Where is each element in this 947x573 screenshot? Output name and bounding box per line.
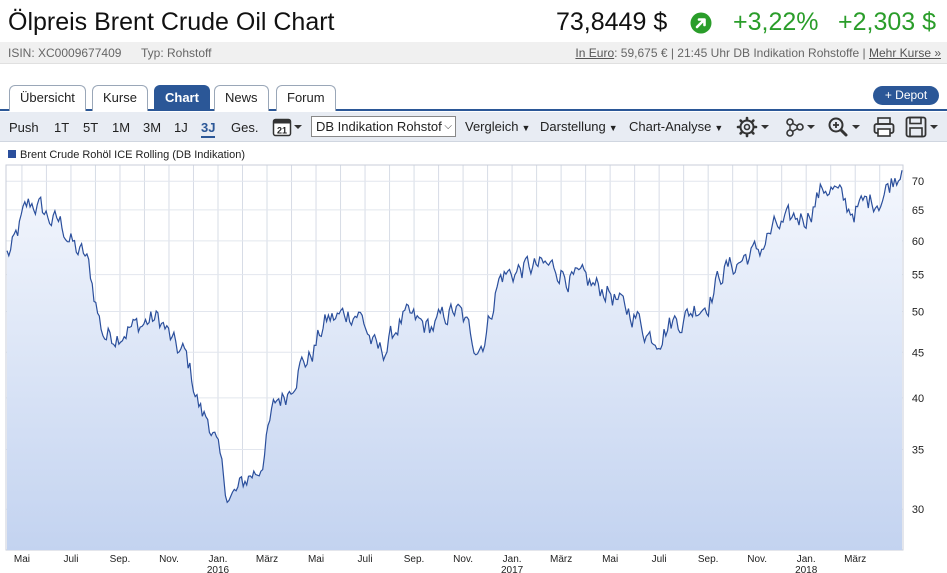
range-1j[interactable]: 1J: [174, 120, 188, 135]
range-3j[interactable]: 3J: [201, 120, 216, 138]
x-tick-label: Sep.: [110, 554, 131, 565]
range-ges[interactable]: Ges.: [231, 120, 259, 135]
arrow-up-right-circle-icon: [690, 12, 712, 34]
source-select[interactable]: DB Indikation Rohstoffe ⌵: [311, 116, 456, 137]
y-axis-labels: 30 35 40 45 50 55 60 65 70: [912, 176, 924, 516]
type-label: Typ: Rohstoff: [141, 46, 212, 60]
range-1m[interactable]: 1M: [112, 120, 131, 135]
x-tick-label: Jan.: [797, 554, 816, 565]
x-tick-label: Mai: [308, 554, 324, 565]
more-quotes-link[interactable]: Mehr Kurse »: [868, 46, 941, 60]
x-tick-label: Mai: [602, 554, 618, 565]
add-depot-button[interactable]: + Depot: [873, 86, 939, 105]
y-tick-label: 40: [912, 393, 924, 405]
y-tick-label: 70: [912, 176, 924, 188]
euro-price-text: : 59,675 € | 21:45 Uhr DB Indikation Roh…: [614, 46, 869, 60]
y-tick-label: 35: [912, 445, 924, 457]
change-absolute: +2,303 $: [838, 8, 937, 36]
chart-legend: Brent Crude Rohöl ICE Rolling (DB Indika…: [8, 149, 245, 161]
price-chart[interactable]: 30 35 40 45 50 55 60 65 70 Mai Juli Sep. Nov. Jan. Mä…: [0, 163, 947, 573]
x-tick-label: Jan.: [503, 554, 522, 565]
x-tick-label: Juli: [358, 554, 373, 565]
legend-swatch: [8, 150, 16, 158]
x-tick-label: März: [550, 554, 572, 565]
chevron-down-icon: ⌵: [442, 117, 452, 136]
quote-header: Ölpreis Brent Crude Oil Chart 73,8449 $ …: [0, 0, 947, 42]
range-5t[interactable]: 5T: [83, 120, 99, 135]
compare-menu[interactable]: Vergleich ▼: [465, 119, 530, 134]
x-tick-label: Jan.: [209, 554, 228, 565]
y-tick-label: 60: [912, 236, 924, 248]
display-menu-label: Darstellung: [540, 119, 606, 134]
y-tick-label: 45: [912, 347, 924, 359]
legend-label: Brent Crude Rohöl ICE Rolling (DB Indika…: [20, 149, 245, 161]
x-tick-label: Sep.: [404, 554, 425, 565]
x-tick-label: Nov.: [747, 554, 767, 565]
display-menu[interactable]: Darstellung ▼: [540, 119, 618, 134]
chart-analysis-menu[interactable]: Chart-Analyse ▼: [629, 119, 723, 134]
price-line: [6, 170, 903, 504]
compare-menu-label: Vergleich: [465, 119, 519, 134]
caret-down-icon: ▼: [521, 123, 531, 133]
change-percent: +3,22%: [733, 8, 819, 36]
in-euro-link[interactable]: In Euro: [575, 46, 615, 60]
y-tick-label: 65: [912, 205, 924, 217]
x-tick-label: Sep.: [698, 554, 719, 565]
caret-down-icon: ▼: [714, 123, 724, 133]
tab-forum[interactable]: Forum: [276, 85, 336, 111]
x-year-label: 2016: [207, 565, 230, 573]
calendar-icon[interactable]: 21: [272, 117, 304, 137]
x-tick-label: März: [256, 554, 278, 565]
x-tick-label: Nov.: [159, 554, 179, 565]
range-push[interactable]: Push: [9, 120, 39, 135]
y-tick-label: 50: [912, 306, 924, 318]
print-icon[interactable]: [873, 116, 895, 138]
chart-analysis-menu-label: Chart-Analyse: [629, 119, 712, 134]
isin-label: ISIN: XC0009677409: [8, 46, 122, 60]
range-3m[interactable]: 3M: [143, 120, 162, 135]
x-tick-label: Mai: [14, 554, 30, 565]
tab-quotes[interactable]: Kurse: [92, 85, 148, 111]
range-1t[interactable]: 1T: [54, 120, 70, 135]
price-area: [7, 170, 902, 551]
gear-icon[interactable]: [736, 116, 772, 138]
x-tick-label: Juli: [63, 554, 78, 565]
y-tick-label: 55: [912, 270, 924, 282]
euro-info: In Euro: 59,675 € | 21:45 Uhr DB Indikat…: [575, 46, 941, 60]
current-price: 73,8449 $: [556, 8, 668, 36]
zoom-icon[interactable]: [827, 116, 863, 138]
caret-down-icon: ▼: [608, 123, 618, 133]
tab-news[interactable]: News: [214, 85, 269, 111]
x-axis-labels: Mai Juli Sep. Nov. Jan. März Mai Juli Sep. Nov. Ja…: [14, 554, 866, 573]
x-year-label: 2018: [795, 565, 818, 573]
source-select-value: DB Indikation Rohstoffe: [316, 119, 453, 134]
save-icon[interactable]: [905, 116, 941, 138]
y-tick-label: 30: [912, 504, 924, 516]
network-icon[interactable]: [784, 116, 818, 138]
chart-canvas[interactable]: 30 35 40 45 50 55 60 65 70 Mai Juli Sep. Nov. Jan. Mä…: [0, 163, 947, 573]
x-tick-label: Nov.: [453, 554, 473, 565]
chart-toolbar: Push 1T 5T 1M 3M 1J 3J Ges. 21 DB Indika…: [0, 112, 947, 142]
page-title: Ölpreis Brent Crude Oil Chart: [8, 8, 335, 36]
tab-bar: Übersicht Kurse Chart News Forum: [0, 85, 947, 111]
x-year-label: 2017: [501, 565, 524, 573]
calendar-day: 21: [277, 126, 287, 136]
info-bar: ISIN: XC0009677409 Typ: Rohstoff In Euro…: [0, 42, 947, 64]
tab-chart[interactable]: Chart: [154, 85, 210, 111]
tab-overview[interactable]: Übersicht: [9, 85, 86, 111]
x-tick-label: Juli: [652, 554, 667, 565]
x-tick-label: März: [844, 554, 866, 565]
